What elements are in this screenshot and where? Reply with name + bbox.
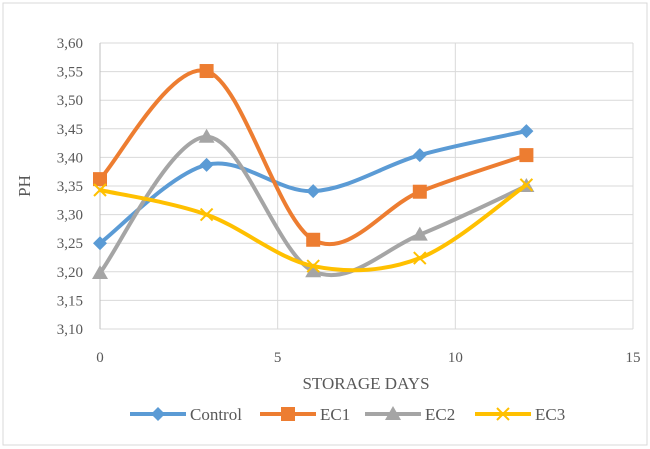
triangle-marker — [92, 264, 108, 279]
y-tick-label: 3,60 — [57, 36, 83, 52]
diamond-marker — [519, 124, 534, 139]
x-tick-label: 5 — [274, 350, 282, 366]
series-line — [98, 134, 528, 278]
legend-item: EC2 — [365, 405, 455, 424]
legend-label: Control — [190, 405, 242, 424]
x-tick-label: 15 — [626, 350, 641, 366]
x-marker — [413, 251, 427, 265]
y-tick-label: 3,40 — [57, 150, 83, 166]
y-tick-label: 3,50 — [57, 93, 83, 109]
x-marker — [519, 178, 534, 192]
diamond-marker — [306, 184, 321, 199]
x-axis-title: STORAGE DAYS — [302, 374, 429, 393]
legend-label: EC2 — [425, 405, 455, 424]
diamond-marker — [151, 407, 165, 421]
legend-item: EC1 — [260, 405, 350, 424]
x-marker — [496, 407, 510, 421]
legend-item: EC3 — [475, 405, 565, 424]
square-marker — [93, 172, 107, 187]
diamond-marker — [412, 148, 427, 163]
triangle-marker — [385, 406, 401, 420]
diamond-marker — [199, 157, 214, 172]
x-marker — [93, 183, 107, 197]
y-tick-label: 3,55 — [57, 65, 83, 81]
x-tick-label: 10 — [448, 350, 463, 366]
x-marker — [306, 259, 320, 273]
y-tick-label: 3,25 — [57, 236, 83, 252]
y-tick-label: 3,30 — [57, 208, 83, 224]
series-ec2 — [92, 128, 535, 279]
y-axis-title: PH — [15, 175, 34, 197]
y-tick-label: 3,45 — [57, 122, 83, 138]
triangle-marker — [411, 226, 428, 241]
legend-label: EC3 — [535, 405, 565, 424]
square-marker — [412, 184, 427, 199]
square-marker — [281, 407, 295, 421]
square-marker — [306, 232, 321, 247]
series-control — [93, 124, 534, 251]
y-tick-label: 3,10 — [57, 322, 83, 338]
diamond-marker — [93, 236, 107, 251]
x-tick-label: 0 — [96, 350, 104, 366]
y-tick-label: 3,20 — [57, 265, 83, 281]
series-ec1 — [93, 64, 534, 247]
series-ec3 — [93, 178, 534, 273]
triangle-marker — [198, 128, 215, 143]
legend-label: EC1 — [320, 405, 350, 424]
series-line — [98, 68, 528, 247]
x-marker — [199, 207, 214, 222]
legend-item: Control — [130, 405, 242, 424]
y-tick-label: 3,35 — [57, 179, 83, 195]
square-marker — [199, 64, 214, 79]
y-tick-label: 3,15 — [57, 293, 83, 309]
square-marker — [519, 148, 534, 163]
triangle-marker — [305, 263, 322, 278]
